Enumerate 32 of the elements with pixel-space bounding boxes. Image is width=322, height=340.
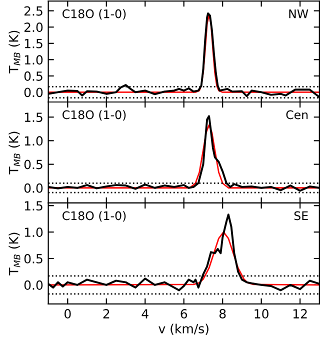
y-axis-title: T$_{MB}$ (K) (8, 30, 20, 74)
annotation: C18O (1-0) (62, 110, 126, 121)
x-tick-label: 2 (103, 309, 110, 318)
y-tick-label: 2.0 (24, 22, 43, 32)
y-tick-label: 0.0 (24, 183, 43, 193)
y-tick-label: 1.5 (24, 201, 42, 211)
y-tick-label: 0.5 (24, 160, 42, 170)
y-tick-label: 0.0 (24, 88, 43, 98)
annotation: C18O (1-0) (62, 211, 126, 222)
y-tick-label: 2.5 (24, 6, 42, 16)
x-tick-label: 0 (64, 309, 71, 318)
y-tick-label: 1.5 (24, 39, 42, 48)
x-tick-label: 10 (254, 309, 268, 318)
y-tick-label: 0.5 (24, 71, 42, 81)
y-tick-label: 1.0 (24, 228, 43, 237)
x-tick-label: 8 (219, 309, 226, 318)
annotation: SE (294, 211, 308, 220)
x-tick-label: 6 (180, 309, 188, 318)
line-series (48, 231, 320, 286)
y-axis-title: T$_{MB}$ (K) (8, 132, 20, 174)
y-axis-title: T$_{MB}$ (K) (8, 232, 20, 276)
x-tick-label: 12 (293, 309, 307, 318)
x-axis-title: v (km/s) (158, 324, 208, 335)
y-tick-label: 1.0 (24, 55, 43, 65)
y-tick-label: 1.5 (24, 112, 42, 122)
annotation: C18O (1-0) (62, 9, 126, 20)
y-tick-label: 1.0 (24, 136, 43, 146)
x-tick-label: 4 (142, 309, 148, 318)
annotation: NW (289, 9, 308, 18)
y-tick-label: 0.5 (24, 254, 42, 264)
y-tick-label: 0.0 (24, 280, 43, 290)
annotation: Cen (286, 110, 308, 120)
